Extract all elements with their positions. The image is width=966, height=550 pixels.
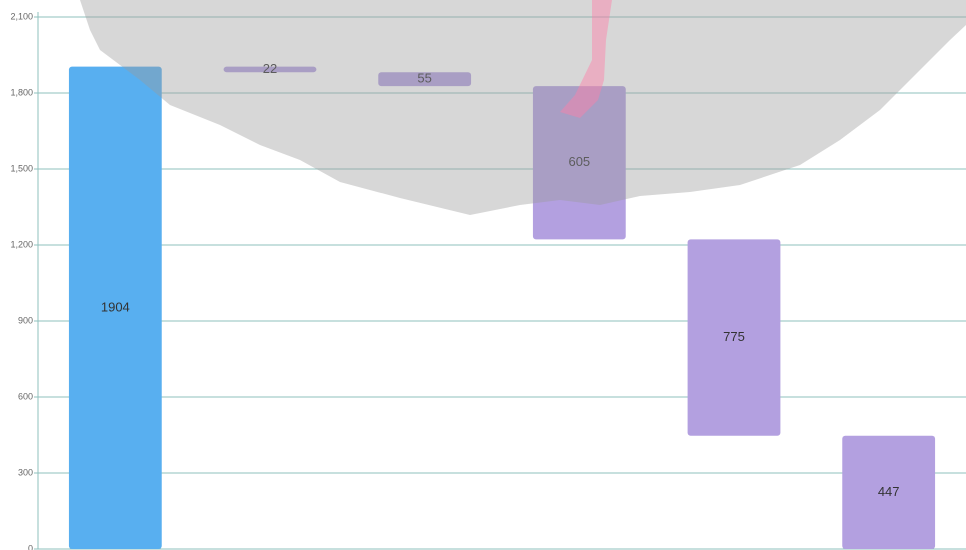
bar (68, 66, 162, 550)
bar (687, 239, 781, 436)
y-tick-label: 2,100 (10, 11, 33, 21)
bar (378, 72, 472, 87)
bar (842, 435, 936, 549)
bar (223, 66, 317, 73)
background-overlay (80, 0, 966, 215)
data-label: 775 (723, 329, 745, 344)
y-tick-label: 0 (28, 543, 33, 550)
y-tick-label: 300 (18, 467, 33, 477)
data-label: 1904 (101, 299, 130, 314)
y-tick-label: 900 (18, 315, 33, 325)
plot-area: 0 300 600 900 1,200 1,500 1,800 2,100 1904 22 55 60… (10, 11, 966, 550)
data-label: 447 (878, 484, 900, 499)
data-label: 605 (568, 154, 590, 169)
y-tick-label: 1,500 (10, 163, 33, 173)
data-label: 55 (417, 71, 431, 86)
bar (532, 86, 626, 240)
y-tick-label: 1,200 (10, 239, 33, 249)
y-tick-label: 1,800 (10, 87, 33, 97)
y-tick-label: 600 (18, 391, 33, 401)
background-streak (560, 0, 612, 118)
data-label: 22 (263, 61, 277, 76)
